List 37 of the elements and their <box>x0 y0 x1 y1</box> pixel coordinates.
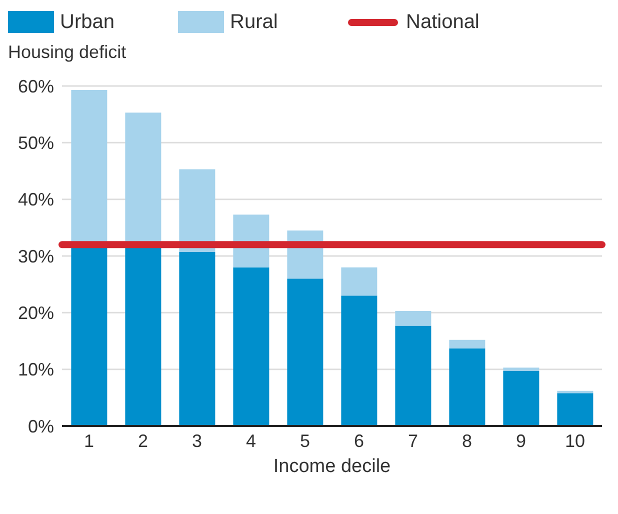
bar <box>449 340 486 348</box>
bar <box>503 371 540 426</box>
x-tick-label: 4 <box>246 430 256 451</box>
y-tick-label: 30% <box>18 246 54 266</box>
y-tick-label: 50% <box>18 133 54 154</box>
bar <box>503 368 540 372</box>
bar <box>449 348 486 426</box>
bar <box>395 326 432 426</box>
x-axis-title: Income decile <box>273 456 391 477</box>
bar <box>179 252 216 426</box>
bar <box>179 169 216 252</box>
bar <box>233 267 270 426</box>
legend-label: Rural <box>230 10 278 34</box>
y-tick-label: 0% <box>28 416 54 436</box>
x-tick-label: 8 <box>462 430 472 451</box>
x-tick-label: 6 <box>354 430 364 451</box>
bar <box>557 393 594 426</box>
x-tick-label: 7 <box>408 430 418 451</box>
y-tick-label: 20% <box>18 303 54 324</box>
x-tick-label: 3 <box>192 430 202 451</box>
x-tick-label: 10 <box>564 430 586 451</box>
y-tick-label: 10% <box>18 360 54 380</box>
legend-label: National <box>406 10 480 34</box>
x-tick-label: 9 <box>516 430 526 451</box>
bar <box>341 267 378 296</box>
bar <box>395 310 432 326</box>
bar <box>71 248 108 426</box>
x-tick-label: 5 <box>300 430 310 451</box>
bar <box>287 278 324 426</box>
bar <box>341 296 378 426</box>
y-tick-label: 40% <box>18 190 54 210</box>
x-tick-label: 1 <box>84 430 94 451</box>
bar <box>125 248 162 426</box>
y-tick-label: 60% <box>18 76 54 96</box>
x-tick-label: 2 <box>138 430 148 451</box>
legend-label: Urban <box>60 10 114 34</box>
y-axis-title: Housing deficit <box>8 42 128 64</box>
